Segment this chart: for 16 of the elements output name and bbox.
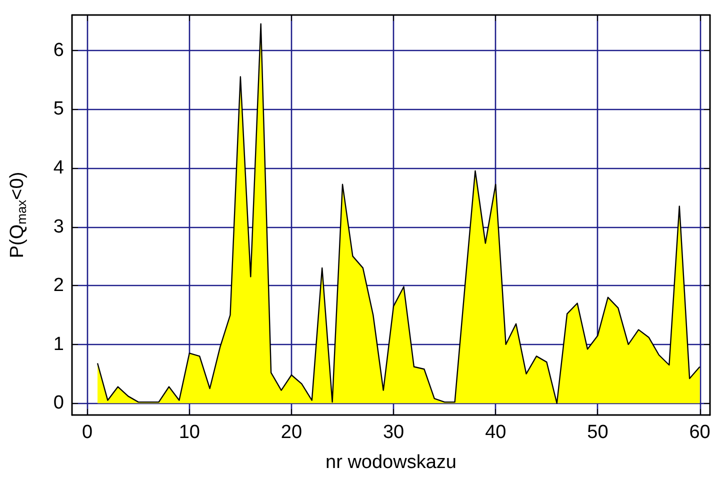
x-tick-label: 10 [178, 422, 200, 443]
y-tick-label: 6 [53, 40, 64, 61]
y-tick-label: 3 [53, 216, 64, 238]
y-tick-label: 4 [53, 157, 64, 178]
x-tick-label: 60 [689, 422, 710, 443]
x-tick-label: 50 [587, 422, 608, 443]
y-tick-label: 2 [53, 275, 64, 296]
x-axis-title: nr wodowskazu [326, 452, 456, 473]
y-tick-label: 1 [53, 334, 64, 355]
x-tick-label: 40 [485, 422, 506, 443]
x-tick-label: 0 [82, 422, 93, 443]
x-tick-label: 30 [382, 422, 404, 443]
y-axis-title: P(Qmax<0) [7, 172, 29, 258]
y-tick-label: 0 [53, 392, 64, 414]
x-tick-label: 20 [280, 422, 302, 443]
y-tick-label: 5 [53, 98, 64, 120]
